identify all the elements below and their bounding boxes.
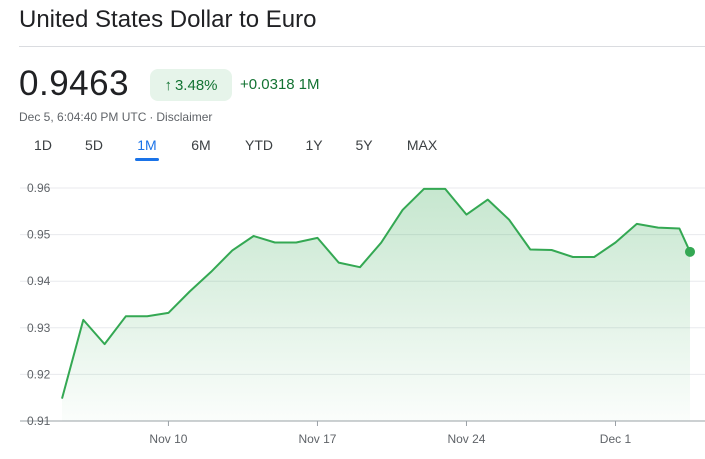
y-tick-label: 0.95 [27,228,51,242]
change-period: 1M [298,76,320,93]
y-tick-label: 0.92 [27,367,51,381]
meta-separator: · [149,110,154,124]
active-tab-indicator [135,158,159,161]
y-tick-label: 0.93 [27,321,51,335]
y-tick-label: 0.96 [27,181,51,195]
change-percent: 3.48% [174,76,218,94]
change-percent-badge: ↑ 3.48% [150,69,232,101]
tab-5y[interactable]: 5Y [355,137,373,153]
tab-1y[interactable]: 1Y [305,137,323,153]
latest-value-marker [685,246,695,257]
page-title: United States Dollar to Euro [19,6,317,33]
x-tick-label: Nov 17 [298,432,336,446]
y-tick-label: 0.94 [27,274,51,288]
quote-timestamp: Dec 5, 6:04:40 PM UTC [19,110,147,124]
rate-chart[interactable]: 0.91 0.92 0.93 0.94 0.95 0.96 Nov 10 Nov 17 Nov … [0,175,705,459]
exchange-rate-value: 0.9463 [19,64,130,103]
y-tick-label: 0.91 [27,414,51,428]
x-tick-label: Nov 24 [447,432,485,446]
x-tick-label: Nov 10 [149,432,187,446]
change-summary: +0.0318 1M [240,76,323,93]
tab-max[interactable]: MAX [406,137,438,153]
quote-meta: Dec 5, 6:04:40 PM UTC · Disclaimer [19,110,212,124]
disclaimer-link[interactable]: Disclaimer [156,110,213,124]
tab-1m[interactable]: 1M [137,137,157,153]
tab-5d[interactable]: 5D [85,137,103,153]
tab-6m[interactable]: 6M [191,137,211,153]
series-line [61,187,691,399]
change-value: +0.0318 [240,76,295,93]
tab-1d[interactable]: 1D [34,137,52,153]
x-tick-label: Dec 1 [600,432,632,446]
arrow-up-icon: ↑ [164,76,172,94]
header-divider [19,46,705,47]
tab-ytd[interactable]: YTD [245,137,273,153]
series-area-fill [62,188,690,421]
